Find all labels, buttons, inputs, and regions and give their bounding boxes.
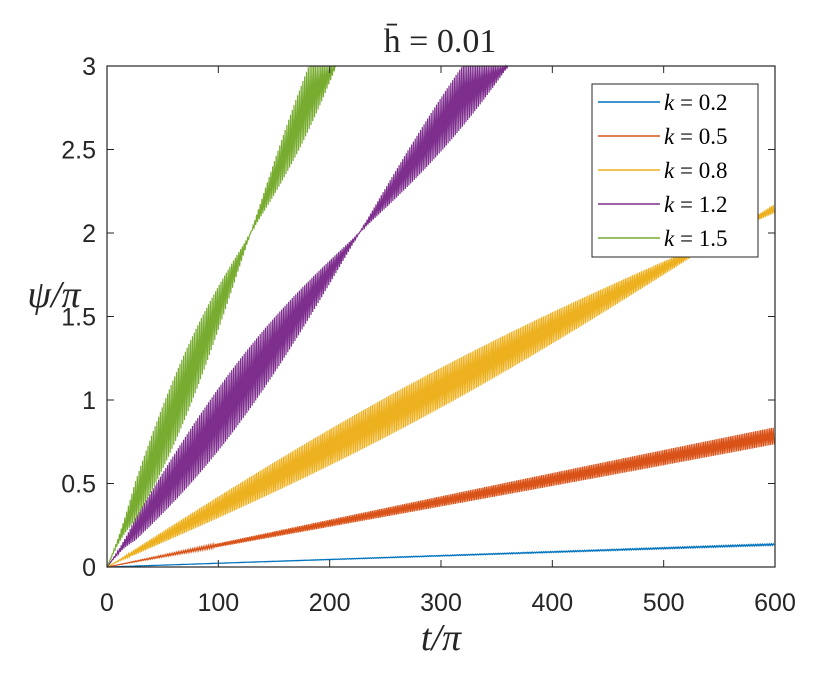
x-tick-label: 0 — [100, 589, 114, 617]
x-tick-labels: 0 100 200 300 400 500 600 — [100, 589, 796, 617]
x-tick-label: 500 — [643, 589, 685, 617]
y-tick-label: 0 — [82, 554, 96, 582]
legend-label-1: k = 0.2 — [664, 90, 727, 115]
x-axis-label: t/π — [421, 617, 462, 659]
series-line-5 — [106, 64, 337, 568]
y-tick-label: 0.5 — [61, 471, 96, 499]
y-tick-label: 1.5 — [61, 304, 96, 332]
y-tick-labels: 0 0.5 1 1.5 2 2.5 3 — [61, 53, 96, 582]
x-tick-label: 300 — [420, 589, 462, 617]
series-line-3 — [106, 204, 775, 568]
x-tick-label: 600 — [754, 589, 796, 617]
legend-label-2: k = 0.5 — [664, 124, 727, 149]
legend: k = 0.2 k = 0.5 k = 0.8 k = 1.2 k = 1.5 — [591, 83, 759, 258]
legend-label-3: k = 0.8 — [664, 158, 727, 183]
y-tick-label: 3 — [82, 53, 96, 81]
chart-title: h̄ = 0.01 — [384, 23, 497, 60]
legend-label-4: k = 1.2 — [664, 192, 727, 217]
x-tick-label: 400 — [531, 589, 573, 617]
y-axis-label: ψ/π — [27, 274, 81, 316]
y-tick-label: 2.5 — [61, 137, 96, 165]
legend-label-5: k = 1.5 — [664, 226, 727, 251]
x-tick-label: 200 — [309, 589, 351, 617]
x-tick-label: 100 — [197, 589, 239, 617]
tick-marks — [106, 65, 776, 568]
series-line-4 — [106, 64, 509, 568]
y-tick-label: 2 — [82, 220, 96, 248]
legend-items: k = 0.2 k = 0.5 k = 0.8 k = 1.2 k = 1.5 — [598, 90, 727, 251]
y-tick-label: 1 — [82, 387, 96, 415]
series-line-2 — [106, 427, 775, 568]
